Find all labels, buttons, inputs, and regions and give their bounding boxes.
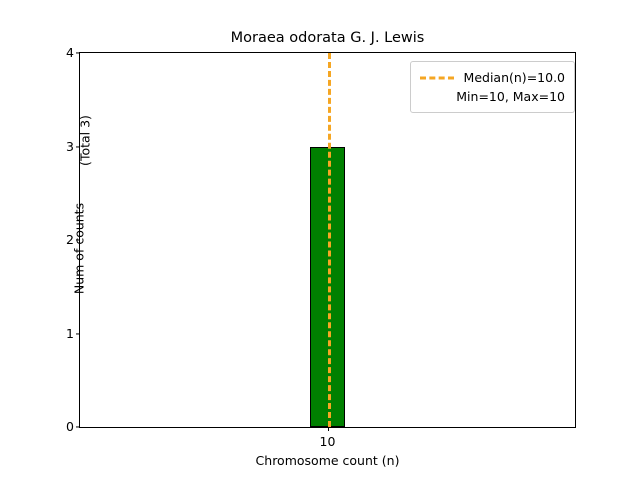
- y-tick-label-0: 0: [66, 418, 74, 434]
- plot-area: 4 3 2 1 0 Num of counts (Total 3) 10: [66, 46, 576, 449]
- bar-chromosome-10: [310, 146, 345, 427]
- y-tick-mark-4: [75, 52, 80, 54]
- x-tick-label-10: 10: [319, 434, 336, 449]
- y-tick-label-2: 2: [66, 231, 74, 247]
- legend-label-median: Median(n)=10.0: [463, 70, 565, 85]
- legend: Median(n)=10.0 Min=10, Max=10: [409, 61, 575, 113]
- legend-entry-median: Median(n)=10.0: [420, 68, 565, 87]
- y-axis-label-total: (Total 3): [77, 115, 93, 166]
- plot-inner: 4 3 2 1 0 Num of counts (Total 3) 10: [66, 46, 575, 449]
- y-tick-mark-1: [75, 332, 80, 335]
- y-tick-mark-0: [75, 426, 80, 428]
- y-tick-mark-3: [75, 145, 80, 148]
- chart-title: Moraea odorata G. J. Lewis: [230, 30, 425, 46]
- y-tick-mark-2: [75, 239, 80, 241]
- y-tick-label-1: 1: [66, 325, 74, 341]
- y-tick-label-3: 3: [66, 138, 74, 154]
- dashed-line-icon: [420, 71, 454, 85]
- x-axis-label: Chromosome count (n): [255, 453, 400, 468]
- y-tick-label-4: 4: [66, 44, 74, 60]
- x-tick-mark-10: [327, 427, 329, 432]
- legend-label-minmax: Min=10, Max=10: [456, 89, 565, 104]
- legend-entry-minmax: Min=10, Max=10: [420, 87, 565, 106]
- median-line: [327, 53, 331, 427]
